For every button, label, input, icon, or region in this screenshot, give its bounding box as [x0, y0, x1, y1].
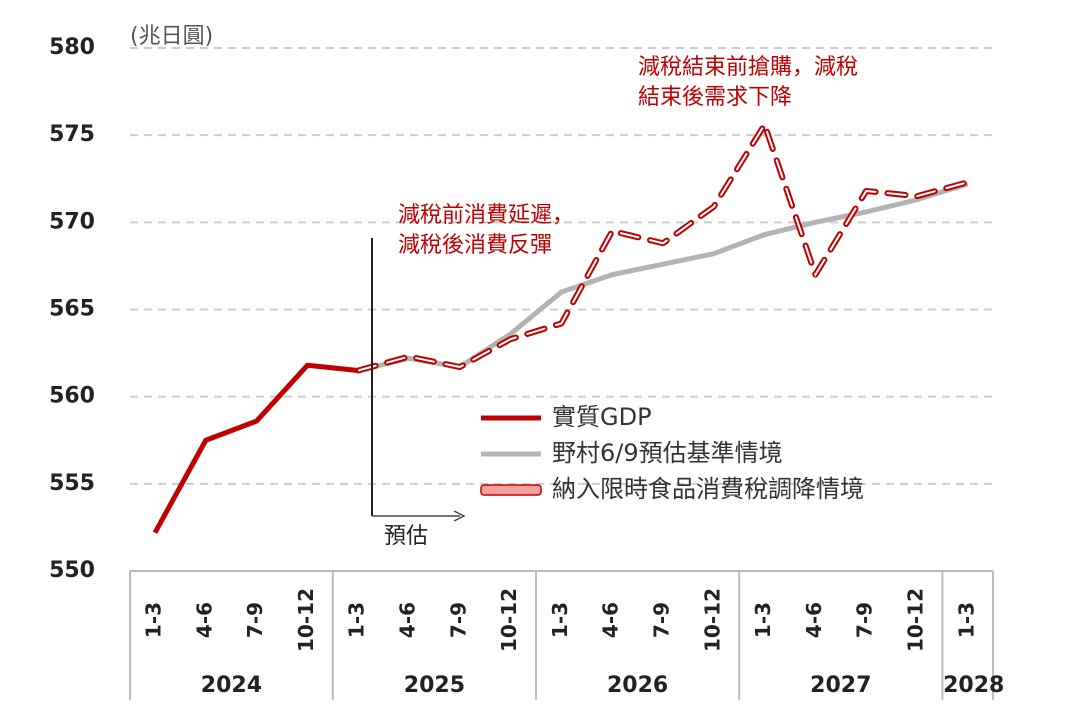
- series-line-inner: [357, 122, 969, 372]
- x-tick-label: 10-12: [700, 588, 724, 652]
- annotation: 減稅前消費延遲，: [398, 203, 574, 228]
- y-tick-label: 550: [49, 558, 95, 583]
- legend-label: 野村6/9預估基準情境: [552, 439, 783, 467]
- year-label: 2027: [810, 673, 871, 698]
- x-tick-label: 10-12: [497, 588, 521, 652]
- y-tick-label: 575: [49, 122, 95, 147]
- x-tick-label: 10-12: [294, 588, 318, 652]
- annotation: 預估: [384, 524, 428, 549]
- x-tick-label: 7-9: [650, 602, 674, 638]
- legend-swatch: [480, 484, 542, 496]
- x-tick-label: 1-3: [751, 602, 775, 638]
- x-tick-label: 1-3: [142, 602, 166, 638]
- x-tick-label: 1-3: [345, 602, 369, 638]
- y-tick-label: 570: [49, 209, 95, 234]
- annotation: 減稅結束前搶購，減稅: [638, 55, 858, 80]
- x-tick-label: 1-3: [548, 602, 572, 638]
- series-line: [152, 362, 359, 534]
- annotation: 減稅後消費反彈: [398, 233, 552, 258]
- year-label: 2024: [201, 673, 262, 698]
- unit-label: (兆日圓): [130, 24, 213, 49]
- annotation: 結束後需求下降: [638, 85, 792, 110]
- x-tick-label: 4-6: [396, 602, 420, 638]
- year-label: 2028: [943, 673, 1004, 698]
- x-tick-label: 7-9: [243, 602, 267, 638]
- x-tick-label: 4-6: [599, 602, 623, 638]
- y-tick-label: 565: [49, 297, 95, 322]
- y-tick-label: 580: [49, 35, 95, 60]
- legend-label: 納入限時食品消費稅調降情境: [552, 475, 864, 503]
- legend-label: 實質GDP: [552, 403, 652, 431]
- x-tick-label: 7-9: [853, 602, 877, 638]
- x-tick-label: 1-3: [954, 602, 978, 638]
- year-label: 2026: [607, 673, 668, 698]
- y-tick-label: 555: [49, 471, 95, 496]
- year-label: 2025: [404, 673, 465, 698]
- x-tick-label: 7-9: [446, 602, 470, 638]
- x-tick-label: 4-6: [192, 602, 216, 638]
- x-tick-label: 4-6: [802, 602, 826, 638]
- forecast-arrowhead: [453, 510, 466, 522]
- x-tick-label: 10-12: [904, 588, 928, 652]
- y-tick-label: 560: [49, 384, 95, 409]
